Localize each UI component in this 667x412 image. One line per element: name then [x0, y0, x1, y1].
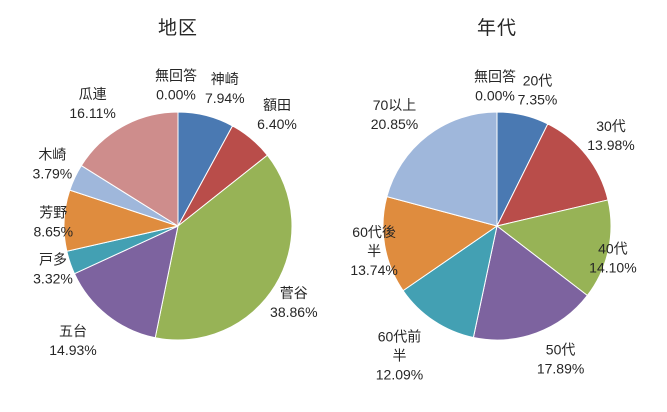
slice-percent-label-神崎: 7.94%: [205, 90, 245, 106]
pie-slice-40代: [496, 199, 612, 296]
slice-percent-label-無回答: 0.00%: [156, 87, 196, 103]
slice-name-label-60代後半: 半: [367, 243, 381, 259]
pie-slice-瓜連: [80, 111, 179, 227]
pie-slice-70以上: [386, 111, 498, 227]
slice-percent-label-70以上: 20.85%: [371, 116, 418, 132]
slice-percent-label-40代: 14.10%: [589, 259, 636, 275]
pie-slice-菅谷: [154, 154, 293, 341]
slice-percent-label-芳野: 8.65%: [33, 223, 73, 239]
slice-name-label-神崎: 神崎: [211, 71, 239, 87]
pie-slice-60代前半: [402, 225, 498, 339]
slice-percent-label-菅谷: 38.86%: [270, 304, 317, 320]
slice-percent-label-戸多: 3.32%: [33, 270, 73, 286]
right-pie-title: 年代: [476, 18, 517, 39]
slice-name-label-無回答: 無回答: [474, 69, 516, 85]
slice-percent-label-20代: 7.35%: [518, 92, 558, 108]
slice-percent-label-無回答: 0.00%: [475, 88, 515, 104]
slice-name-label-瓜連: 瓜連: [79, 86, 107, 102]
slice-name-label-戸多: 戸多: [39, 251, 67, 267]
slice-name-label-30代: 30代: [596, 118, 626, 134]
slice-percent-label-60代前半: 12.09%: [376, 366, 423, 382]
pie-slice-50代: [472, 225, 588, 341]
slice-percent-label-50代: 17.89%: [537, 360, 584, 376]
slice-name-label-額田: 額田: [263, 97, 291, 113]
slice-name-label-芳野: 芳野: [39, 204, 67, 220]
slice-name-label-菅谷: 菅谷: [280, 285, 308, 301]
slice-name-label-60代前半: 半: [393, 347, 407, 363]
slice-percent-label-木崎: 3.79%: [33, 165, 73, 181]
slice-name-label-60代後半: 60代後: [352, 224, 396, 240]
slice-percent-label-60代後半: 13.74%: [350, 262, 397, 278]
slice-percent-label-瓜連: 16.11%: [69, 105, 115, 121]
slice-name-label-五台: 五台: [59, 323, 87, 339]
pie-slice-五台: [73, 225, 179, 339]
slice-name-label-40代: 40代: [598, 240, 628, 256]
pie-slice-60代後半: [382, 196, 498, 292]
pie-slice-30代: [496, 123, 609, 227]
slice-name-label-60代前半: 60代前: [378, 328, 422, 344]
slice-percent-label-五台: 14.93%: [49, 342, 96, 358]
slice-percent-label-額田: 6.40%: [257, 116, 297, 132]
slice-name-label-70以上: 70以上: [373, 97, 417, 113]
slice-name-label-木崎: 木崎: [38, 146, 66, 162]
slice-name-label-20代: 20代: [523, 73, 553, 89]
slice-name-label-50代: 50代: [546, 341, 576, 357]
slice-name-label-無回答: 無回答: [155, 68, 197, 84]
left-pie-title: 地区: [157, 18, 198, 39]
slice-percent-label-30代: 13.98%: [587, 137, 634, 153]
